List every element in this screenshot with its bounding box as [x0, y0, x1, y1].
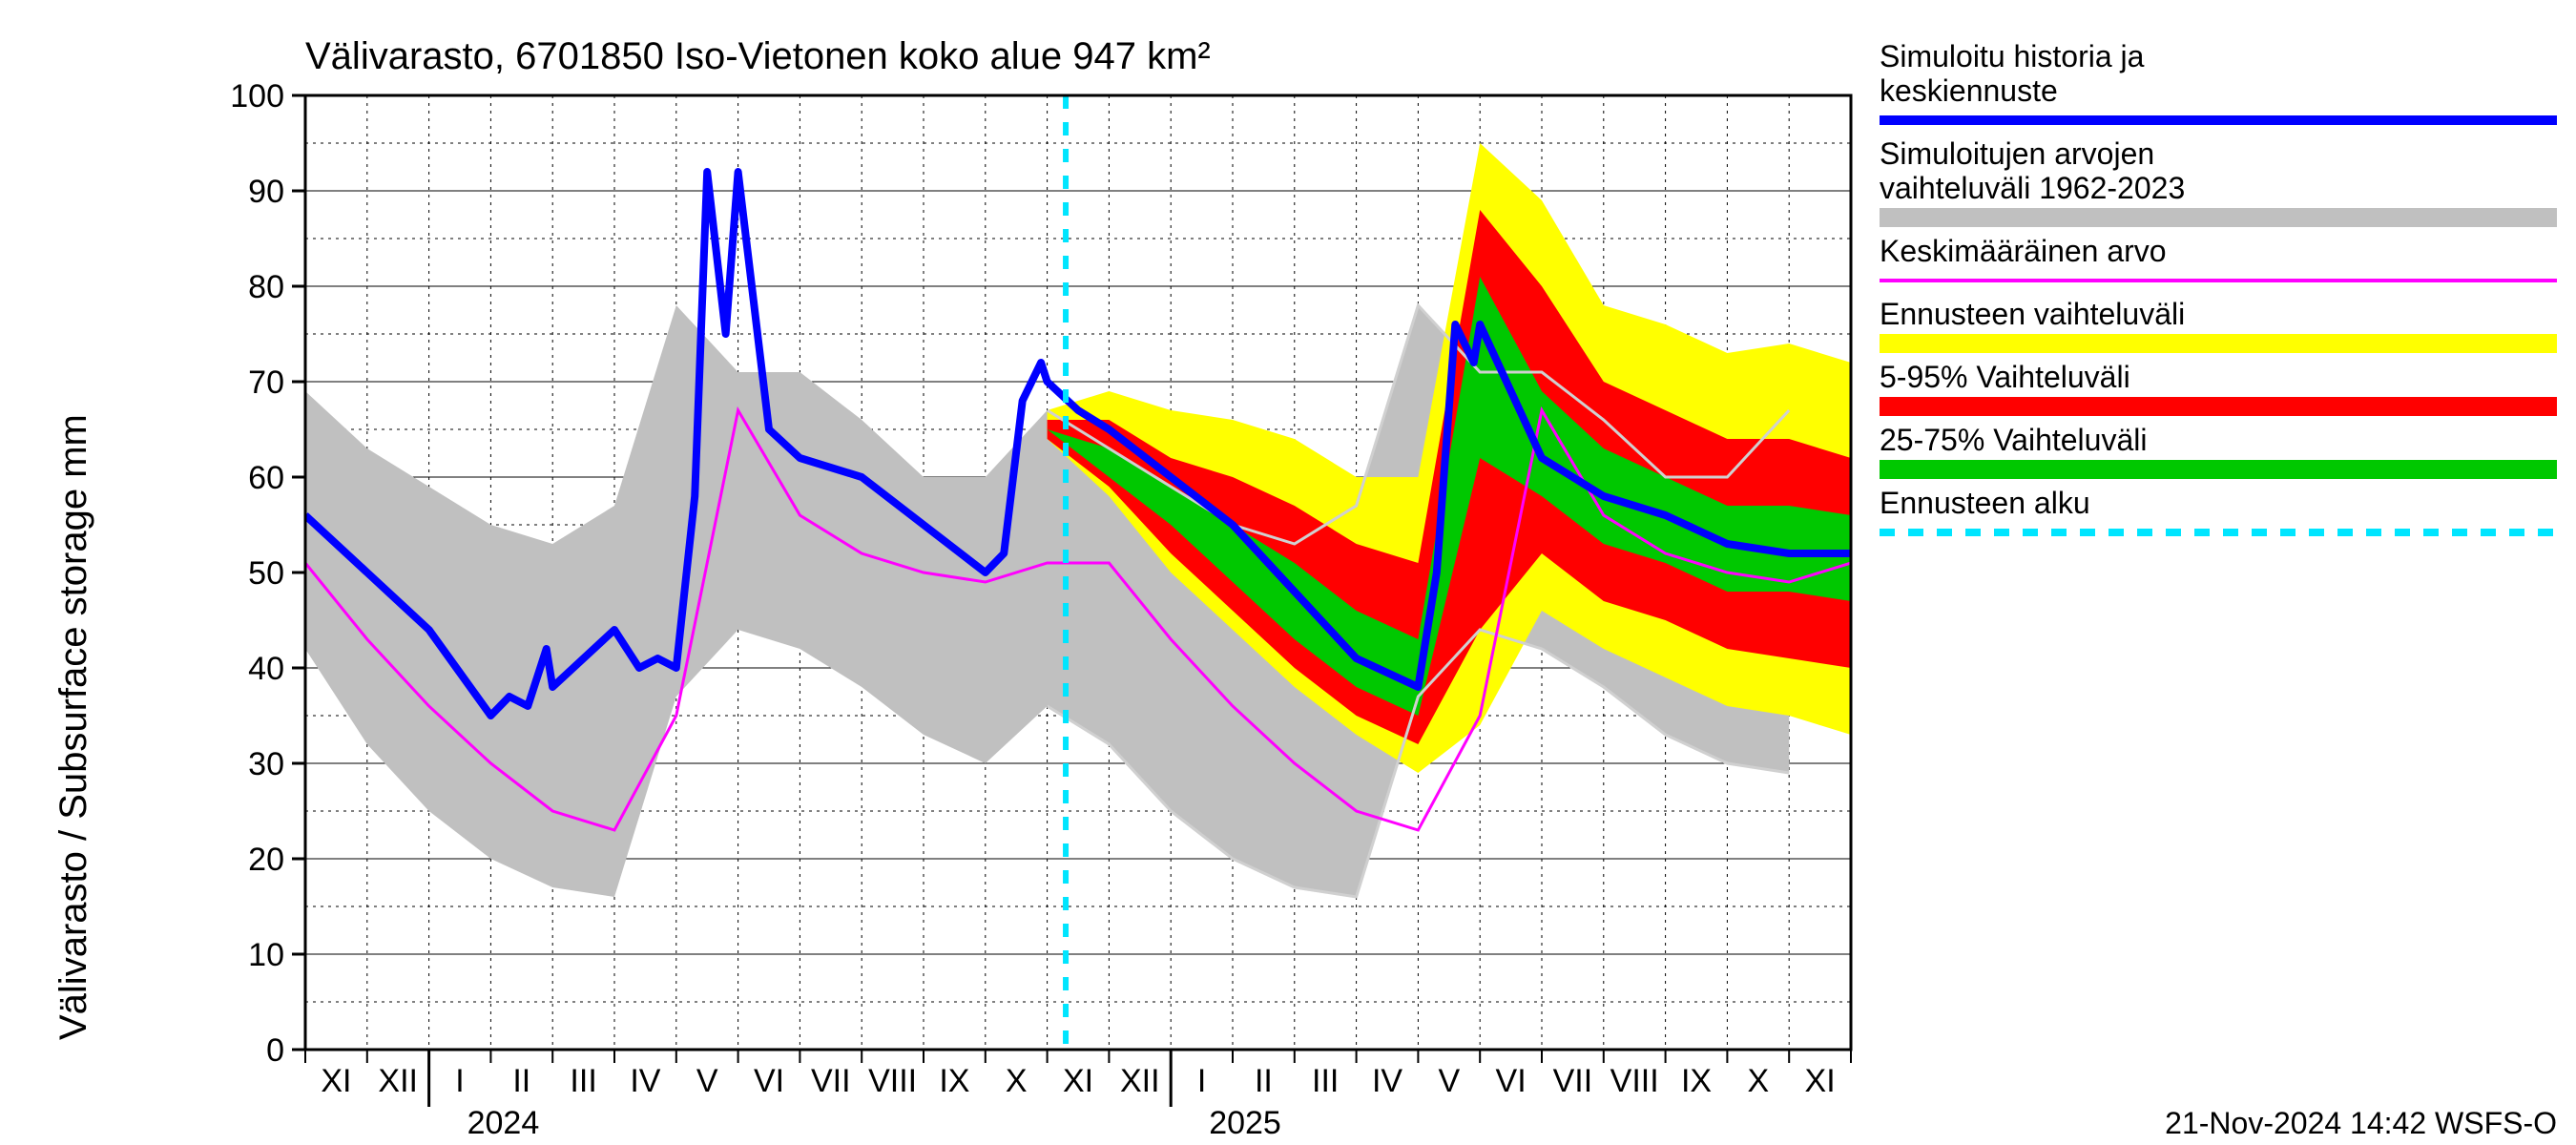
x-tick-month: X: [1006, 1063, 1028, 1099]
x-tick-month: XII: [1120, 1063, 1160, 1099]
y-tick-label: 50: [248, 555, 284, 592]
y-tick-label: 60: [248, 460, 284, 496]
y-tick-label: 70: [248, 364, 284, 401]
x-tick-month: IV: [1372, 1063, 1402, 1099]
legend-label: keskiennuste: [1880, 73, 2058, 108]
x-tick-month: VI: [1496, 1063, 1527, 1099]
x-tick-month: XI: [1805, 1063, 1836, 1099]
y-tick-label: 90: [248, 174, 284, 210]
legend-label: Simuloitujen arvojen: [1880, 136, 2154, 171]
y-tick-label: 10: [248, 937, 284, 973]
legend-label: vaihteluväli 1962-2023: [1880, 171, 2185, 205]
x-tick-month: V: [696, 1063, 718, 1099]
legend-label: 5-95% Vaihteluväli: [1880, 360, 2130, 394]
legend-label: Ennusteen vaihteluväli: [1880, 297, 2185, 331]
x-tick-month: VII: [811, 1063, 851, 1099]
legend-swatch: [1880, 397, 2557, 416]
x-tick-year: 2025: [1209, 1105, 1281, 1141]
x-tick-month: VIII: [1610, 1063, 1659, 1099]
x-tick-month: II: [512, 1063, 530, 1099]
x-tick-month: II: [1255, 1063, 1273, 1099]
x-tick-month: VIII: [868, 1063, 917, 1099]
legend-swatch: [1880, 208, 2557, 227]
x-tick-month: V: [1438, 1063, 1460, 1099]
y-tick-label: 20: [248, 842, 284, 878]
x-tick-month: X: [1747, 1063, 1769, 1099]
y-tick-label: 100: [230, 78, 284, 114]
y-axis-label: Välivarasto / Subsurface storage mm: [52, 414, 94, 1040]
legend-label: 25-75% Vaihteluväli: [1880, 423, 2147, 457]
x-tick-month: VII: [1553, 1063, 1593, 1099]
legend-swatch: [1880, 460, 2557, 479]
chart-footer: 21-Nov-2024 14:42 WSFS-O: [2165, 1106, 2557, 1140]
legend-label: Keskimääräinen arvo: [1880, 234, 2167, 268]
y-tick-label: 40: [248, 651, 284, 687]
y-tick-label: 0: [266, 1032, 284, 1069]
chart-title: Välivarasto, 6701850 Iso-Vietonen koko a…: [305, 35, 1211, 77]
y-tick-label: 30: [248, 746, 284, 782]
x-tick-month: IV: [630, 1063, 660, 1099]
y-tick-label: 80: [248, 269, 284, 305]
x-tick-month: IX: [1681, 1063, 1712, 1099]
x-tick-month: XI: [321, 1063, 351, 1099]
legend-label: Ennusteen alku: [1880, 486, 2090, 520]
x-tick-month: XI: [1063, 1063, 1093, 1099]
x-tick-year: 2024: [467, 1105, 540, 1141]
x-tick-month: VI: [754, 1063, 784, 1099]
x-tick-month: XII: [378, 1063, 418, 1099]
x-tick-month: III: [1312, 1063, 1339, 1099]
legend-label: Simuloitu historia ja: [1880, 39, 2145, 73]
x-tick-month: III: [570, 1063, 596, 1099]
legend-swatch: [1880, 334, 2557, 353]
x-tick-month: I: [455, 1063, 464, 1099]
x-tick-month: I: [1197, 1063, 1206, 1099]
chart: 0102030405060708090100XIXIIIIIIIIIVVVIVI…: [0, 0, 2576, 1145]
x-tick-month: IX: [939, 1063, 969, 1099]
